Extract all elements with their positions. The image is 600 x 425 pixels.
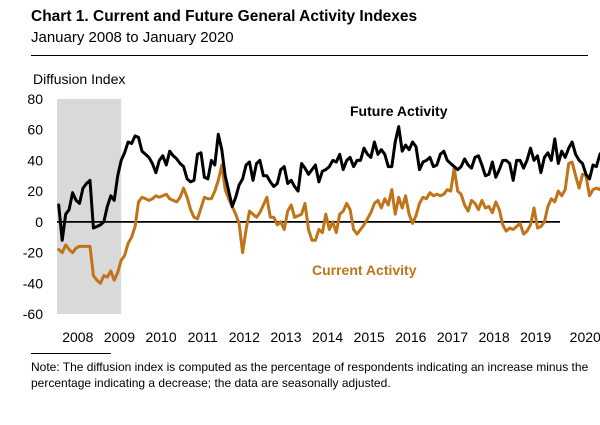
- chart-subtitle: January 2008 to January 2020: [31, 29, 234, 46]
- y-tick-label: -40: [23, 275, 43, 291]
- y-tick-label: 20: [27, 183, 43, 199]
- x-tick-label: 2020: [570, 329, 600, 345]
- y-tick-label: 40: [27, 152, 43, 168]
- x-tick-label: 2018: [479, 329, 510, 345]
- x-tick-label: 2019: [520, 329, 551, 345]
- x-tick-label: 2009: [104, 329, 135, 345]
- x-tick-label: 2011: [188, 329, 218, 345]
- x-tick-label: 2017: [437, 329, 468, 345]
- series-group: [57, 125, 600, 285]
- recession-shading: [57, 99, 122, 314]
- title-rule: [31, 55, 588, 56]
- x-tick-label: 2012: [229, 329, 260, 345]
- y-tick-label: 0: [35, 214, 43, 230]
- x-axis-ticks: 2008 2009 2010 2011 2012 2013 2014 2015 2016 2017…: [62, 329, 600, 345]
- current-activity-label: Current Activity: [312, 262, 417, 278]
- x-tick-label: 2008: [62, 329, 93, 345]
- y-tick-label: -60: [23, 306, 43, 322]
- chart-title: Chart 1. Current and Future General Acti…: [31, 8, 418, 25]
- note-rule: [31, 353, 111, 354]
- current-activity-line: [57, 160, 600, 285]
- x-tick-label: 2014: [312, 329, 343, 345]
- x-tick-label: 2016: [395, 329, 426, 345]
- chart-note: Note: The diffusion index is computed as…: [31, 360, 589, 390]
- y-axis-ticks: 80 60 40 20 0 -20 -40 -60: [23, 91, 43, 322]
- y-axis-label: Diffusion Index: [33, 71, 126, 87]
- y-tick-label: 60: [27, 122, 43, 138]
- x-tick-label: 2013: [270, 329, 301, 345]
- future-activity-label: Future Activity: [350, 103, 448, 119]
- x-tick-label: 2010: [145, 329, 176, 345]
- y-tick-label: 80: [27, 91, 43, 107]
- future-activity-line: [57, 125, 600, 242]
- x-tick-label: 2015: [354, 329, 385, 345]
- y-tick-label: -20: [23, 245, 43, 261]
